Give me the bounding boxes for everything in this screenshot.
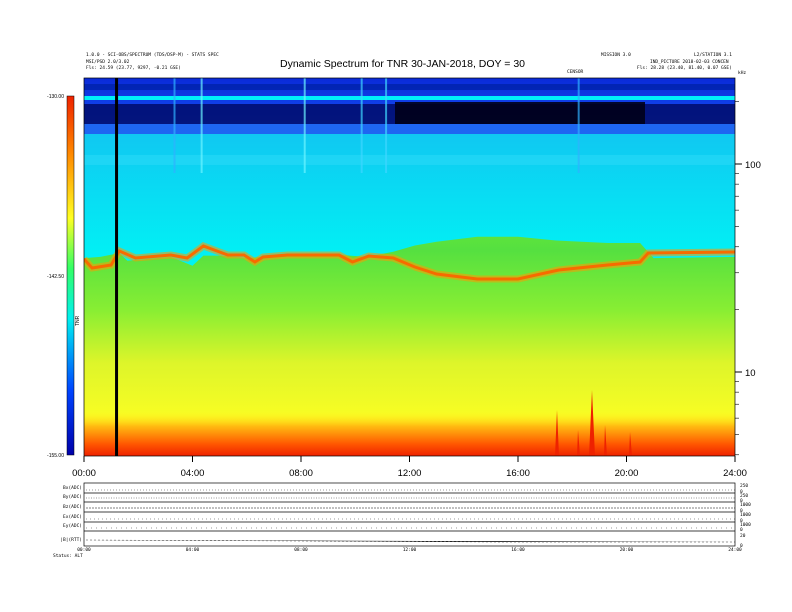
header-left-line1: 1.0.0 - SCI-OBS/SPECTRUM (TDS/DSP-M) - S… bbox=[86, 53, 219, 58]
colorbar-tick-top: -130.00 bbox=[47, 94, 64, 100]
panel-x-tick: 16:00 bbox=[511, 547, 525, 553]
panel-x-tick: 20:00 bbox=[620, 547, 634, 553]
panel-right-tick: 0 bbox=[740, 489, 743, 495]
small-mark: CENSOR bbox=[567, 70, 584, 75]
panel-label: Ex(ADC) bbox=[63, 514, 82, 520]
panel-label: Bz(ADC) bbox=[63, 504, 82, 510]
x-tick-label: 16:00 bbox=[506, 468, 530, 479]
panel-x-tick: 04:00 bbox=[186, 547, 200, 553]
header-right-top-b: L2/STATION 3.1 bbox=[694, 53, 732, 58]
panel-right-tick: 20 bbox=[740, 533, 746, 539]
x-tick-label: 12:00 bbox=[398, 468, 422, 479]
panel-right-tick: 1000 bbox=[740, 522, 751, 528]
panel-x-tick: 24:00 bbox=[728, 547, 742, 553]
x-tick-label: 08:00 bbox=[289, 468, 313, 479]
colorbar-label: TNR bbox=[75, 315, 81, 326]
panel-right-tick: 0 bbox=[740, 518, 743, 524]
panel-label: Bx(ADC) bbox=[63, 485, 82, 491]
panel-x-tick: 12:00 bbox=[403, 547, 417, 553]
panel-x-tick: 00:00 bbox=[77, 547, 91, 553]
streak bbox=[360, 78, 363, 173]
spikes bbox=[555, 390, 632, 456]
streak bbox=[385, 78, 388, 173]
panel-label: Ey(ADC) bbox=[63, 523, 82, 529]
x-axis: 00:00 04:00 08:00 12:00 16:00 20:00 24:00 bbox=[72, 456, 747, 479]
y-tick-10: 10 bbox=[745, 368, 756, 379]
panel-right-tick: 0 bbox=[740, 543, 743, 549]
mid-cyan-band bbox=[84, 155, 735, 165]
chart-title: Dynamic Spectrum for TNR 30-JAN-2018, DO… bbox=[280, 58, 525, 70]
spectrogram bbox=[84, 78, 735, 456]
header-left-line2: MSI/PSD 2.0/3.02 bbox=[86, 60, 130, 65]
right-y-axis bbox=[735, 101, 742, 456]
x-tick-label: 04:00 bbox=[181, 468, 205, 479]
darker-band-mid bbox=[395, 102, 645, 124]
panel-label: |B|(RTT) bbox=[60, 537, 82, 543]
ridge-halo bbox=[84, 242, 735, 283]
header-right-top-a: MISSION 3.0 bbox=[601, 53, 631, 58]
vertical-streaks bbox=[173, 78, 580, 173]
streak bbox=[577, 78, 580, 173]
streak bbox=[303, 78, 306, 173]
bottom-panel bbox=[83, 482, 736, 547]
bottom-red-band bbox=[84, 410, 735, 456]
x-tick-label: 00:00 bbox=[72, 468, 96, 479]
footer-left: Status: ALT bbox=[53, 553, 83, 559]
header-right-line2: IND_PICTURE 2018-02-03 CONCEN bbox=[650, 60, 729, 65]
streak bbox=[200, 78, 203, 173]
panel-x-tick: 08:00 bbox=[294, 547, 308, 553]
unit-mark: kHz bbox=[738, 71, 747, 76]
blue-stripe bbox=[84, 124, 735, 134]
panel-right-tick: 0 bbox=[740, 527, 743, 533]
panel-right-tick: 1000 bbox=[740, 512, 751, 518]
cyan-line-top bbox=[84, 96, 735, 100]
colorbar-tick-bottom: -155.00 bbox=[47, 453, 64, 459]
panel-right-tick: 0 bbox=[740, 498, 743, 504]
header-left-line3: Fls: 24.59 (23.77, 9297, -0.21 GSE) bbox=[86, 66, 181, 71]
trace-6 bbox=[85, 539, 735, 543]
panel-right-tick: 250 bbox=[740, 483, 748, 489]
streak bbox=[173, 78, 176, 173]
colorbar-tick-mid: -142.50 bbox=[47, 274, 64, 280]
panel-right-tick: 1000 bbox=[740, 502, 751, 508]
x-tick-label: 24:00 bbox=[723, 468, 747, 479]
x-tick-label: 20:00 bbox=[615, 468, 639, 479]
panel-right-tick: 0 bbox=[740, 508, 743, 514]
header-right-line3: Fls: 28.28 (23.40, 81.40, 0.07 GSE) bbox=[637, 66, 732, 71]
blue-line-top bbox=[84, 84, 735, 90]
colorbar bbox=[66, 95, 75, 456]
y-tick-100: 100 bbox=[745, 160, 761, 171]
panel-label: By(ADC) bbox=[63, 494, 82, 500]
panel-right-tick: 250 bbox=[740, 493, 748, 499]
